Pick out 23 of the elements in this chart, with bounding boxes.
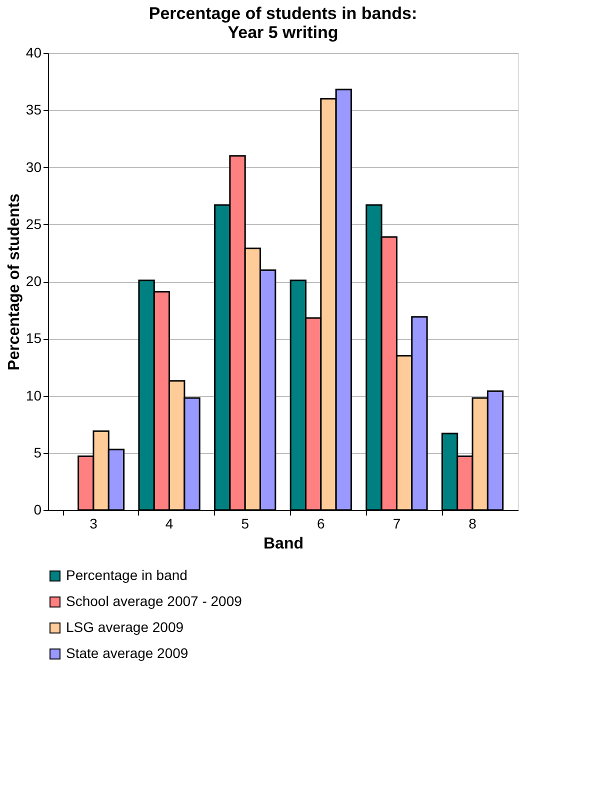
y-axis-title: Percentage of students bbox=[6, 193, 23, 370]
text: Percentage of students in bands: bbox=[148, 4, 418, 23]
x-axis-title: Band bbox=[264, 536, 304, 552]
x-tick-label: 3 bbox=[90, 516, 98, 532]
y-tick-label: 15 bbox=[26, 330, 42, 346]
y-tick-label: 35 bbox=[26, 102, 42, 118]
y-tick-label: 5 bbox=[34, 444, 42, 460]
y-tick-label: 40 bbox=[26, 44, 42, 60]
y-tick-label: 25 bbox=[26, 216, 42, 232]
text: Year 5 writing bbox=[228, 23, 338, 42]
x-tick-label: 4 bbox=[165, 516, 174, 532]
legend-label: School average 2007 - 2009 bbox=[66, 593, 242, 609]
x-tick-label: 8 bbox=[468, 516, 477, 532]
x-tick-label: 5 bbox=[241, 516, 250, 532]
legend-label: Percentage in band bbox=[66, 567, 188, 583]
x-tick-label: 7 bbox=[392, 516, 401, 532]
legend-label: LSG average 2009 bbox=[66, 619, 184, 635]
y-tick-label: 10 bbox=[26, 387, 42, 404]
x-tick-label: 6 bbox=[317, 516, 326, 532]
legend-label: State average 2009 bbox=[66, 645, 188, 661]
y-tick-label: 0 bbox=[34, 502, 42, 518]
y-tick-label: 20 bbox=[26, 273, 42, 289]
y-tick-label: 30 bbox=[26, 158, 42, 175]
